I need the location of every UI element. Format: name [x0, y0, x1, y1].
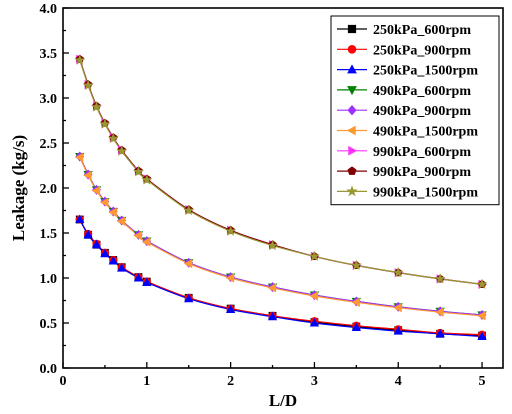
- data-point: [108, 255, 118, 265]
- y-tick-label: 1.5: [40, 227, 58, 242]
- data-point: [477, 331, 487, 341]
- x-axis-ticks: 0 1 2 3 4 5: [60, 362, 486, 389]
- data-point: [183, 204, 195, 216]
- data-point: [225, 273, 235, 283]
- y-tick-label: 0.0: [40, 362, 58, 377]
- data-point: [116, 145, 128, 156]
- legend-label: 490kPa_600rpm: [373, 84, 471, 99]
- data-point: [183, 258, 193, 269]
- data-point: [108, 207, 117, 217]
- data-point: [477, 311, 486, 321]
- data-point: [476, 278, 488, 289]
- legend-label: 990kPa_1500rpm: [373, 185, 478, 200]
- data-point: [392, 266, 404, 278]
- data-point: [142, 277, 152, 287]
- legend-marker: [347, 24, 357, 34]
- data-point: [267, 311, 278, 321]
- legend-label: 250kPa_1500rpm: [373, 64, 478, 79]
- data-point: [393, 326, 403, 335]
- plot-lines: [79, 59, 483, 338]
- data-point: [91, 101, 102, 112]
- x-axis-title: L/D: [269, 391, 297, 410]
- y-tick-label: 4.0: [40, 2, 58, 17]
- data-point: [82, 79, 94, 91]
- data-point: [83, 170, 92, 181]
- legend: 250kPa_600rpm 250kPa_900rpm 250kPa_1500rpm…: [330, 15, 500, 206]
- series-line: [79, 219, 483, 338]
- y-tick-label: 2.0: [40, 182, 58, 197]
- legend-marker: [346, 185, 358, 197]
- data-point: [351, 297, 360, 307]
- data-point: [132, 166, 144, 177]
- data-point: [133, 231, 142, 241]
- legend-label: 990kPa_600rpm: [373, 145, 471, 160]
- x-tick-label: 4: [395, 374, 402, 389]
- series-line: [79, 157, 483, 317]
- data-point: [99, 118, 111, 129]
- data-point: [225, 304, 236, 314]
- x-tick-label: 5: [479, 374, 486, 389]
- x-tick-label: 3: [311, 374, 318, 389]
- y-tick-label: 3.0: [40, 92, 58, 107]
- plot-markers: [74, 54, 488, 341]
- data-point: [133, 273, 144, 282]
- data-point: [309, 318, 320, 327]
- x-tick-label: 2: [227, 374, 234, 389]
- y-tick-label: 3.5: [40, 47, 58, 62]
- data-point: [184, 293, 194, 303]
- legend-marker: [348, 145, 358, 156]
- data-point: [74, 152, 84, 163]
- legend-marker: [347, 45, 357, 54]
- data-point: [75, 214, 85, 224]
- legend-marker: [347, 166, 357, 175]
- data-point: [351, 322, 361, 332]
- data-point: [308, 250, 320, 262]
- data-point: [74, 54, 86, 65]
- legend-label: 250kPa_600rpm: [373, 23, 471, 38]
- data-point: [267, 283, 277, 293]
- data-point: [435, 328, 445, 338]
- data-point: [393, 303, 402, 313]
- data-point: [225, 225, 237, 236]
- legend-marker: [347, 86, 357, 96]
- legend-label: 490kPa_1500rpm: [373, 125, 478, 140]
- data-point: [309, 291, 318, 301]
- data-point: [83, 229, 93, 239]
- y-axis-title: Leakage (kg/s): [9, 135, 28, 241]
- data-point: [117, 263, 127, 272]
- series-line: [79, 60, 483, 285]
- legend-label: 490kPa_900rpm: [373, 104, 471, 119]
- legend-marker: [347, 64, 357, 74]
- data-point: [141, 174, 153, 185]
- axes: 0 1 2 3 4 5 0.0 0.5 1.0 1.5 2.0 2.5 3.0 3.5 4.0 L/D L…: [9, 2, 504, 410]
- x-tick-label: 1: [143, 374, 150, 389]
- legend-label: 990kPa_900rpm: [373, 165, 471, 180]
- legend-label: 250kPa_900rpm: [373, 43, 471, 58]
- y-tick-label: 2.5: [40, 137, 58, 152]
- legend-marker: [346, 125, 356, 136]
- y-axis-ticks: 0.0 0.5 1.0 1.5 2.0 2.5 3.0 3.5 4.0: [40, 2, 69, 377]
- data-point: [107, 132, 119, 144]
- data-point: [267, 239, 278, 251]
- data-point: [91, 186, 101, 196]
- data-point: [99, 197, 109, 208]
- data-point: [435, 307, 444, 317]
- y-tick-label: 0.5: [40, 317, 58, 332]
- data-point: [350, 259, 362, 271]
- data-point: [116, 216, 126, 226]
- legend-marker: [347, 104, 357, 116]
- x-tick-label: 0: [60, 374, 67, 389]
- data-point: [91, 239, 102, 249]
- data-point: [100, 248, 110, 258]
- data-point: [434, 273, 446, 284]
- y-tick-label: 1.0: [40, 272, 58, 287]
- data-point: [141, 237, 151, 247]
